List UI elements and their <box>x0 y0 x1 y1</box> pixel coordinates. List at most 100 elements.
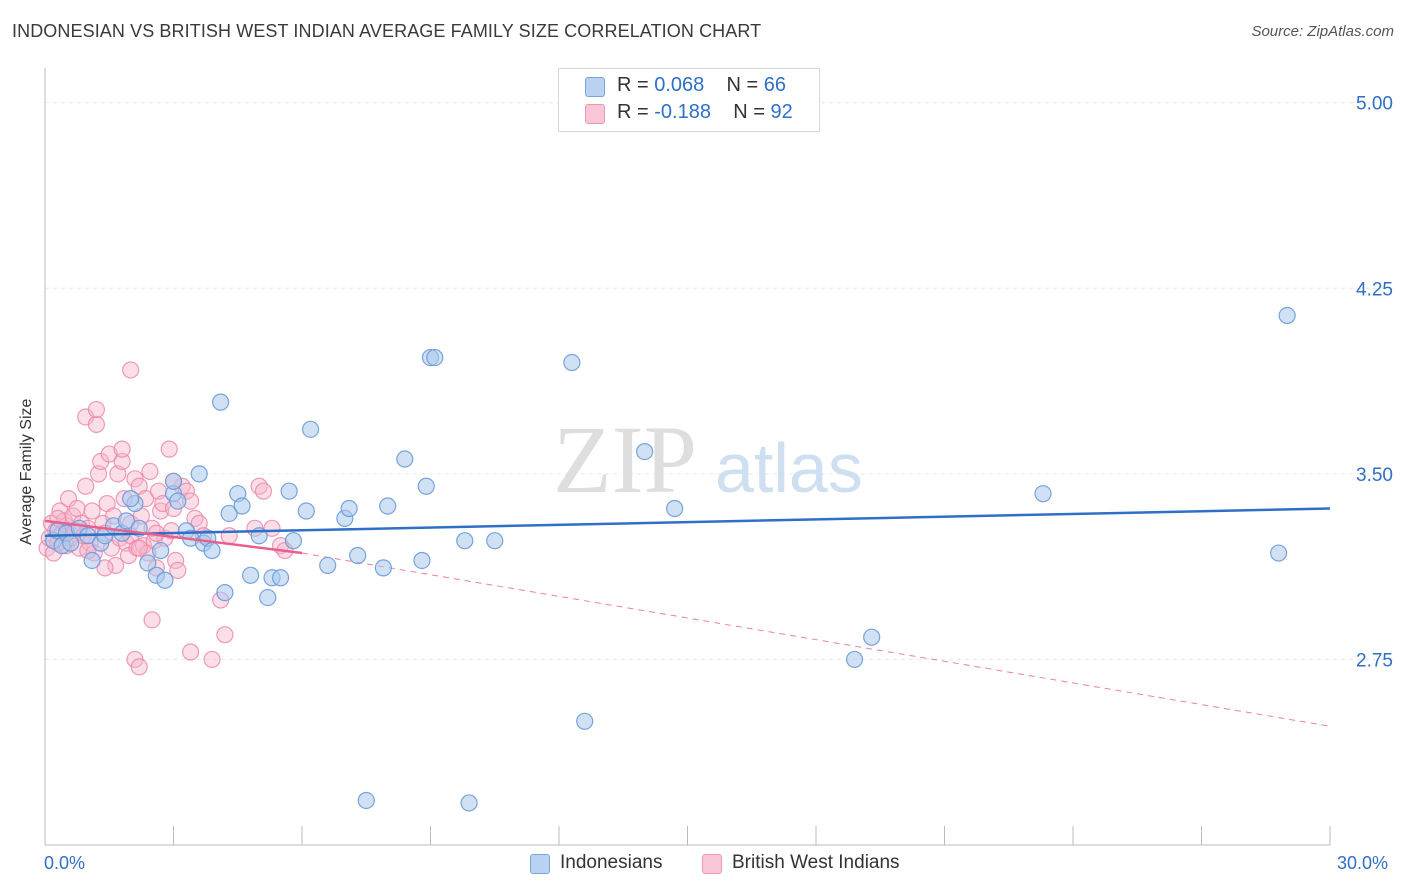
bottom-legend-swatch-pink <box>702 854 722 874</box>
indonesians-point <box>62 534 80 552</box>
y-tick-label: 4.25 <box>1356 279 1393 300</box>
indonesians-point <box>319 556 337 575</box>
indonesians-point <box>83 551 101 570</box>
british-west-indians-point <box>182 643 200 661</box>
indonesians-point <box>1278 306 1296 325</box>
r-value: 0.068 <box>654 74 705 96</box>
indonesians-point <box>169 492 187 510</box>
n-label: N = <box>733 101 771 123</box>
british-west-indians-point <box>113 440 131 458</box>
indonesians-point <box>297 502 315 520</box>
indonesians-point <box>301 420 320 438</box>
x-tick-label-max: 30.0% <box>1337 853 1389 873</box>
n-value: 66 <box>763 74 787 96</box>
indonesians-point <box>122 490 140 508</box>
r-label: R = <box>617 74 655 96</box>
indonesians-point <box>349 546 367 565</box>
indonesians-point <box>1269 544 1288 562</box>
british-west-indians-point <box>87 400 106 419</box>
indonesians-point <box>563 353 581 372</box>
correlation-legend: R = 0.068 N = 66 R = -0.188 N = 92 <box>558 68 820 132</box>
british-west-indians-point <box>220 527 238 545</box>
british-west-indians-point <box>254 482 273 500</box>
source-label: Source: ZipAtlas.com <box>1251 23 1394 40</box>
british-west-indians-point <box>160 440 178 458</box>
indonesians-point <box>863 628 881 646</box>
british-west-indians-point <box>100 445 118 463</box>
indonesians-point <box>413 551 431 570</box>
bottom-legend-swatch-blue <box>530 854 550 874</box>
indonesians-point <box>233 497 251 515</box>
watermark-atlas: atlas <box>715 429 863 507</box>
indonesians-point <box>460 794 478 812</box>
legend-text: R = 0.068 N = 66 <box>617 74 786 97</box>
british-west-indians-point <box>113 452 131 471</box>
indonesians-point <box>242 566 260 584</box>
british-west-indians-point <box>107 556 125 575</box>
indonesians-point <box>486 532 504 550</box>
y-tick-label: 2.75 <box>1356 650 1393 671</box>
british-west-indians-point <box>68 499 86 518</box>
indonesians-point <box>212 393 230 411</box>
indonesians-point <box>374 559 392 577</box>
indonesians-point <box>340 499 358 518</box>
y-tick-labels: 2.75 3.50 4.25 5.00 <box>1356 94 1393 672</box>
indonesians-point <box>284 532 303 550</box>
chart-title: INDONESIAN VS BRITISH WEST INDIAN AVERAG… <box>12 21 762 41</box>
indonesians-point <box>636 443 654 461</box>
indonesians-point <box>216 584 234 602</box>
bottom-legend-label: British West Indians <box>732 852 900 873</box>
bottom-legend-label: Indonesians <box>560 852 663 873</box>
indonesians-point <box>845 650 864 669</box>
n-label: N = <box>726 74 764 96</box>
british-west-indians-point <box>216 626 234 644</box>
british-west-indians-point <box>143 611 161 629</box>
indonesians-point <box>1034 485 1052 503</box>
british-west-indians-point <box>83 502 101 520</box>
indonesians-point <box>417 477 435 495</box>
x-tick-label-min: 0.0% <box>44 853 86 873</box>
legend-swatch-blue <box>585 77 605 97</box>
indonesians-point <box>271 569 290 587</box>
british-west-indians-trend-line <box>44 519 303 555</box>
indonesians-point <box>259 588 277 607</box>
n-value: 92 <box>770 101 793 123</box>
british-west-indians-trend-extension <box>301 552 1331 727</box>
y-axis-label: Average Family Size <box>18 398 35 545</box>
british-west-indians-point <box>203 650 221 669</box>
indonesians-point <box>666 499 684 518</box>
trend-layer <box>301 552 1331 727</box>
indonesians-point <box>357 791 375 810</box>
british-west-indians-point <box>169 561 187 579</box>
points-layer <box>38 306 1331 812</box>
british-west-indians-point <box>130 658 148 676</box>
axes-layer <box>44 68 1331 846</box>
indonesians-point <box>164 472 183 490</box>
british-west-indians-point <box>130 539 148 557</box>
british-west-indians-point <box>263 519 281 537</box>
indonesians-point <box>139 554 157 572</box>
r-value: -0.188 <box>654 101 711 123</box>
y-tick-label: 3.50 <box>1356 465 1393 486</box>
indonesians-trend-line <box>44 507 1331 537</box>
legend-swatch-pink <box>585 104 605 124</box>
indonesians-point <box>456 532 474 550</box>
watermark-zip: ZIP <box>553 406 697 513</box>
indonesians-point <box>156 571 174 589</box>
indonesians-point <box>203 541 221 560</box>
indonesians-point <box>396 450 414 468</box>
british-west-indians-point <box>122 361 140 379</box>
british-west-indians-point <box>87 415 106 433</box>
indonesians-point <box>426 348 444 367</box>
british-west-indians-point <box>96 559 114 577</box>
british-west-indians-point <box>141 462 159 480</box>
indonesians-point <box>379 497 397 515</box>
legend-text: R = -0.188 N = 92 <box>617 101 793 124</box>
indonesians-point <box>220 504 238 523</box>
indonesians-point <box>152 541 170 560</box>
indonesians-point <box>576 712 594 730</box>
indonesians-point <box>117 512 135 530</box>
indonesians-point <box>280 482 298 500</box>
british-west-indians-point <box>77 477 95 495</box>
